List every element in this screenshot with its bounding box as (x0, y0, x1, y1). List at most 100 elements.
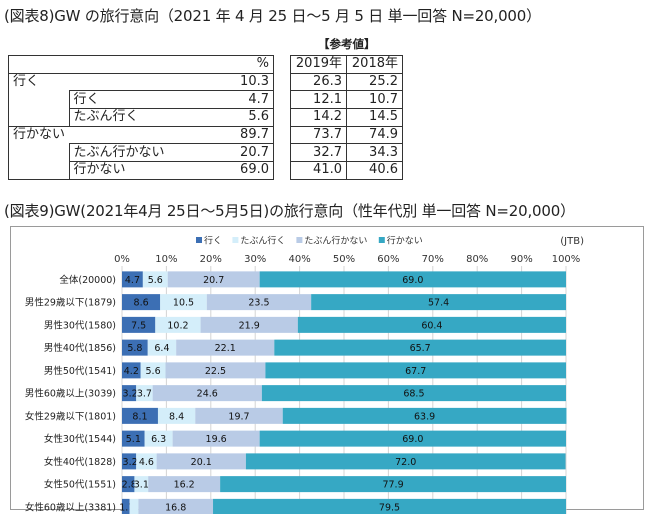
ref-row: 26.3 25.2 (290, 72, 403, 91)
legend-swatch (296, 237, 303, 243)
bar-segment (282, 407, 567, 424)
data-label: 3.7 (137, 389, 152, 400)
bar-segment (165, 362, 266, 379)
category-label: 男性40代(1856) (44, 342, 116, 354)
bar-segment (122, 476, 135, 493)
category-label: 全体(20000) (59, 274, 116, 286)
bar-segment (261, 385, 566, 402)
data-label: 8.4 (169, 411, 184, 422)
gw-intent-table: % 行く 10.3 行く 4.7 たぶん行く 5.6 行かない 89.7 たぶん… (8, 55, 274, 180)
data-label: 3.2 (123, 457, 138, 468)
bar-segment (140, 362, 166, 379)
category-label: 女性40代(1828) (44, 456, 116, 468)
data-label: 3.1 (134, 480, 149, 491)
ref-row: 73.7 74.9 (290, 125, 403, 144)
bar-segment (122, 362, 141, 379)
data-label: 2.8 (122, 480, 137, 491)
ref-2018-value: 14.5 (346, 108, 403, 127)
data-label: 22.1 (215, 343, 236, 354)
data-label: 19.7 (228, 411, 249, 422)
bar-segment (136, 385, 153, 402)
category-label: 女性50代(1551) (44, 479, 116, 491)
data-label: 23.5 (248, 298, 269, 309)
x-tick-label: 60% (377, 254, 399, 265)
ref-row: 41.0 40.6 (290, 161, 403, 180)
bar-segment (297, 316, 566, 333)
bar-segment (156, 453, 246, 470)
bar-segment (245, 453, 566, 470)
x-tick-label: 90% (510, 254, 532, 265)
legend-swatch (196, 237, 202, 243)
bar-segment (213, 498, 566, 514)
bar-segment (122, 271, 143, 288)
data-label: 68.5 (403, 389, 424, 400)
x-tick-label: 20% (200, 254, 222, 265)
ref-header-row: 2019年 2018年 (290, 55, 403, 74)
data-label: 4.2 (124, 366, 139, 377)
x-tick-label: 70% (422, 254, 444, 265)
data-label: 20.1 (191, 457, 212, 468)
data-label: 77.9 (382, 480, 403, 491)
bar-segment (138, 498, 214, 514)
ref-2019-value: 41.0 (290, 161, 347, 180)
reference-table: 2019年 2018年 26.3 25.2 12.1 10.7 14.2 14.… (290, 55, 403, 180)
bar-segment (152, 385, 262, 402)
data-label: 69.0 (402, 275, 423, 286)
data-label: 1.7 (119, 502, 134, 513)
x-tick-label: 10% (155, 254, 177, 265)
data-label: 7.5 (131, 320, 146, 331)
row-sub-label: 行かない (68, 161, 209, 180)
bar-segment (122, 430, 145, 447)
ref-2019-value: 12.1 (290, 90, 347, 109)
bar-segment (144, 430, 173, 447)
data-label: 6.3 (151, 434, 166, 445)
bar-segment (129, 498, 139, 514)
data-label: 24.6 (197, 389, 218, 400)
bar-segment (122, 385, 137, 402)
row-sub-label: 行く (68, 90, 209, 109)
data-label: 5.6 (148, 275, 163, 286)
bar-segment (160, 294, 207, 311)
data-label: 5.8 (127, 343, 142, 354)
legend-swatch (378, 237, 385, 243)
bar-segment (265, 362, 566, 379)
table-row: 行かない 69.0 (8, 161, 274, 180)
bar-segment (155, 316, 201, 333)
col-header-2019: 2019年 (290, 55, 347, 74)
data-label: 22.5 (205, 366, 226, 377)
category-label: 女性29歳以下(1801) (25, 410, 116, 422)
row-pct: 20.7 (209, 143, 274, 162)
bar-segment (259, 271, 566, 288)
data-label: 79.5 (379, 502, 400, 513)
bar-segment (122, 294, 161, 311)
data-label: 19.6 (206, 434, 227, 445)
ref-2019-value: 73.7 (290, 125, 347, 144)
data-label: 8.6 (134, 298, 149, 309)
bar-segment (148, 476, 221, 493)
bar-segment (136, 453, 157, 470)
bar-segment (206, 294, 312, 311)
category-label: 男性29歳以下(1879) (25, 297, 116, 309)
row-sub-label: たぶん行く (68, 108, 209, 127)
data-label: 16.8 (165, 502, 186, 513)
table-row: 行く 4.7 (8, 90, 274, 109)
bar-segment (259, 430, 566, 447)
ref-2018-value: 74.9 (346, 125, 403, 144)
bar-segment (122, 407, 158, 424)
data-label: 5.6 (146, 366, 161, 377)
legend-swatch (232, 237, 239, 243)
table-row: たぶん行かない 20.7 (8, 143, 274, 162)
data-label: 10.5 (173, 298, 194, 309)
bar-segment (176, 339, 275, 356)
ref-2019-value: 14.2 (290, 108, 347, 127)
ref-2018-value: 10.7 (346, 90, 403, 109)
legend-label: たぶん行く (240, 235, 285, 247)
x-tick-label: 30% (244, 254, 266, 265)
row-group-label: 行く (8, 72, 209, 91)
bar-segment (122, 339, 148, 356)
source-note: (JTB) (560, 236, 584, 247)
table-row: たぶん行く 5.6 (8, 108, 274, 127)
category-label: 女性30代(1544) (44, 433, 116, 445)
bar-segment (200, 316, 298, 333)
